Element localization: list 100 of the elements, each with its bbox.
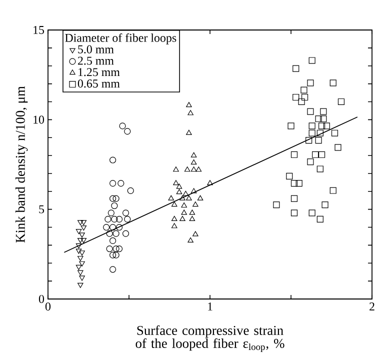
- y-tick-label: 0: [38, 294, 44, 304]
- point: [76, 229, 82, 234]
- point: [127, 187, 134, 194]
- point: [171, 202, 178, 207]
- point: [116, 216, 123, 222]
- point: [186, 102, 192, 108]
- point: [301, 94, 308, 101]
- point: [80, 220, 87, 226]
- point: [78, 238, 84, 244]
- point: [307, 158, 314, 166]
- point: [108, 210, 114, 216]
- point: [110, 156, 116, 164]
- point: [308, 122, 316, 130]
- point: [186, 195, 192, 200]
- point: [110, 266, 116, 273]
- point: [168, 195, 174, 200]
- x-tick-label: 2: [370, 302, 374, 310]
- point: [188, 237, 194, 243]
- point: [189, 216, 196, 221]
- point: [79, 232, 85, 238]
- point: [308, 57, 316, 64]
- point: [119, 122, 126, 130]
- legend-label: 2.5 mm: [78, 56, 114, 65]
- point: [111, 216, 118, 222]
- y-tick-label: 10: [34, 116, 44, 124]
- point: [76, 264, 82, 270]
- point: [320, 115, 327, 122]
- legend-title: Diameter of fiber loops: [65, 33, 176, 44]
- point: [334, 144, 342, 151]
- point: [306, 137, 312, 144]
- point: [79, 276, 85, 281]
- point: [176, 184, 182, 189]
- point: [116, 245, 123, 252]
- y-tick-label: 15: [34, 26, 44, 34]
- point: [290, 180, 298, 187]
- x-tick-label: 0: [45, 302, 51, 311]
- point: [110, 237, 116, 244]
- point: [290, 210, 298, 216]
- point: [78, 282, 84, 288]
- x-axis-title: Surface compressive strain of the looped fiber ε$_{loop}$, %: [136, 325, 284, 352]
- point: [190, 166, 197, 172]
- point: [79, 261, 85, 266]
- point: [106, 230, 113, 237]
- point: [315, 137, 322, 144]
- point: [173, 180, 179, 186]
- point: [124, 128, 131, 135]
- point: [110, 224, 116, 231]
- point: [190, 152, 197, 158]
- point: [192, 202, 198, 207]
- point: [330, 187, 336, 194]
- point: [300, 86, 308, 94]
- point: [315, 115, 322, 122]
- point: [181, 202, 187, 208]
- point: [110, 195, 116, 202]
- point: [118, 180, 124, 187]
- x-tick-label: 1: [208, 302, 212, 310]
- point: [308, 130, 316, 136]
- point: [190, 159, 197, 164]
- point: [103, 224, 110, 231]
- point: [122, 230, 130, 237]
- point: [173, 166, 179, 172]
- point: [80, 238, 87, 244]
- point: [79, 250, 85, 256]
- point: [180, 195, 186, 200]
- point: [190, 188, 197, 194]
- point: [104, 216, 112, 222]
- point: [76, 248, 82, 254]
- point: [112, 230, 120, 237]
- point: [296, 180, 302, 187]
- point: [320, 108, 327, 115]
- point: [292, 65, 300, 72]
- point: [112, 195, 120, 202]
- point: [110, 180, 116, 187]
- point: [316, 130, 324, 136]
- point: [110, 252, 116, 258]
- point: [323, 122, 330, 130]
- point: [286, 172, 293, 180]
- point: [80, 225, 87, 231]
- point: [124, 216, 131, 222]
- point: [318, 122, 326, 130]
- point: [316, 166, 324, 172]
- point: [180, 216, 186, 221]
- point: [338, 98, 345, 106]
- point: [307, 108, 314, 115]
- y-axis-title: Kink band density n/100, μm: [15, 86, 28, 243]
- legend-label: 1.25 mm: [78, 68, 120, 76]
- point: [106, 245, 113, 252]
- point: [184, 166, 190, 172]
- point: [112, 245, 120, 252]
- y-tick-label: 5: [39, 205, 44, 214]
- legend-label: 5.0 mm: [78, 45, 114, 54]
- point: [188, 110, 194, 116]
- point: [292, 94, 300, 101]
- point: [116, 224, 123, 231]
- point: [189, 210, 196, 215]
- point: [122, 210, 130, 216]
- point: [182, 190, 189, 196]
- point: [111, 202, 118, 210]
- point: [290, 195, 298, 202]
- point: [290, 151, 298, 158]
